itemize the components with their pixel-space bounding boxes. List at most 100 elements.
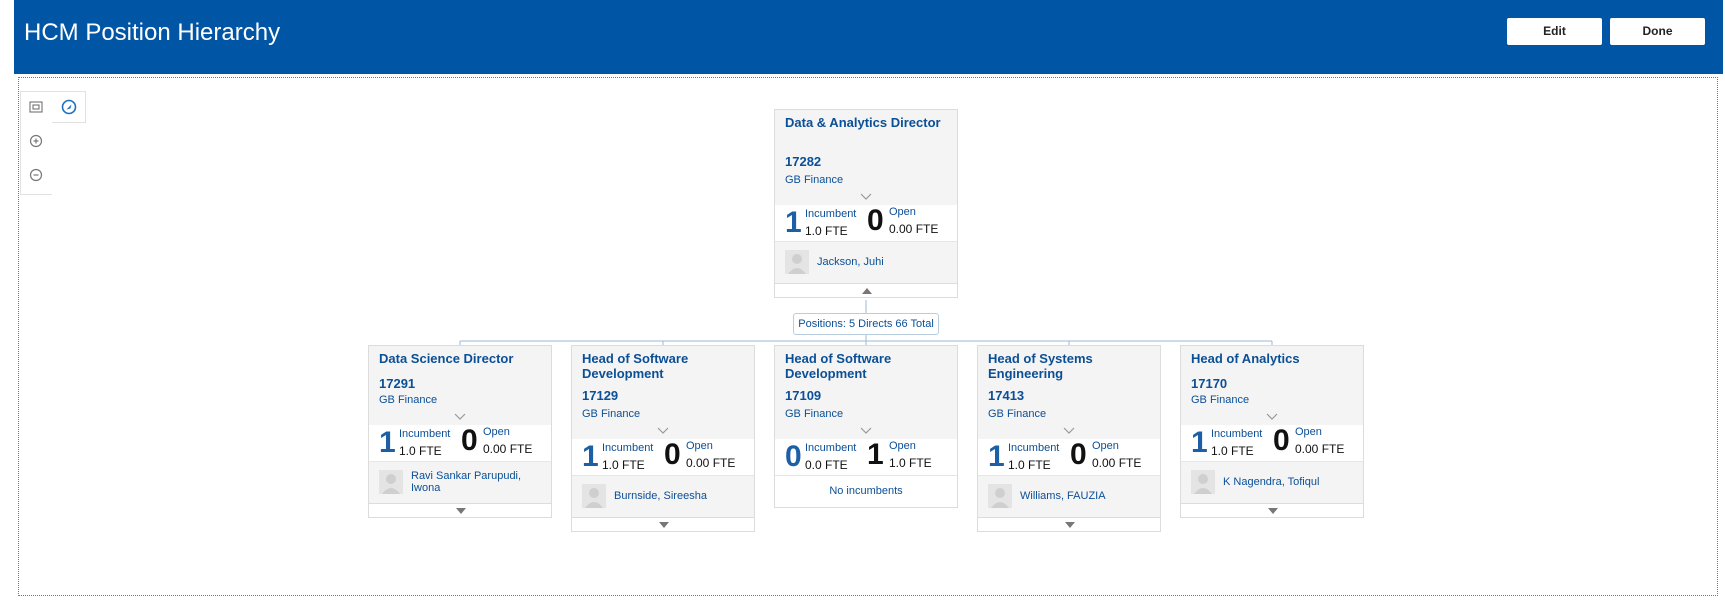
incumbent-label: Incumbent bbox=[1211, 428, 1263, 440]
incumbent-row[interactable]: Burnside, Sireesha bbox=[572, 475, 754, 517]
position-card[interactable]: Data Science Director 17291 GB Finance 1… bbox=[368, 345, 552, 518]
collapse-toggle[interactable] bbox=[775, 283, 957, 297]
incumbent-name[interactable]: Burnside, Sireesha bbox=[614, 490, 707, 502]
position-title[interactable]: Head of Systems Engineering bbox=[988, 351, 1093, 381]
fte-stats: 1 Incumbent 1.0 FTE 0 Open 0.00 FTE bbox=[1181, 425, 1363, 461]
open-fte: 0.00 FTE bbox=[686, 456, 736, 470]
incumbent-fte: 1.0 FTE bbox=[1008, 458, 1051, 472]
chevron-down-icon[interactable] bbox=[859, 426, 873, 436]
caret-down-icon[interactable] bbox=[1064, 521, 1076, 529]
incumbent-count: 1 bbox=[1191, 426, 1208, 459]
incumbent-count: 1 bbox=[785, 206, 802, 239]
fte-stats: 1 Incumbent 1.0 FTE 0 Open 0.00 FTE bbox=[572, 439, 754, 475]
open-label: Open bbox=[1092, 440, 1119, 452]
navigate-icon[interactable] bbox=[59, 97, 79, 117]
position-title[interactable]: Head of Analytics bbox=[1191, 351, 1300, 366]
department: GB Finance bbox=[582, 408, 641, 420]
incumbent-count: 1 bbox=[379, 426, 396, 459]
edit-button[interactable]: Edit bbox=[1507, 18, 1602, 45]
position-title[interactable]: Head of Software Development bbox=[582, 351, 689, 381]
incumbent-label: Incumbent bbox=[805, 442, 857, 454]
open-fte: 0.00 FTE bbox=[1092, 456, 1142, 470]
open-label: Open bbox=[1295, 426, 1322, 438]
caret-down-icon[interactable] bbox=[1267, 507, 1279, 515]
expand-toggle[interactable] bbox=[572, 517, 754, 531]
incumbent-count: 1 bbox=[582, 440, 599, 473]
open-count: 1 bbox=[867, 438, 884, 471]
open-count: 0 bbox=[461, 424, 478, 457]
incumbent-fte: 1.0 FTE bbox=[399, 444, 442, 458]
position-number[interactable]: 17129 bbox=[582, 388, 619, 403]
no-incumbents: No incumbents bbox=[775, 475, 957, 507]
page-title: HCM Position Hierarchy bbox=[24, 19, 281, 46]
root-position-card[interactable]: Data & Analytics Director 17282 GB Finan… bbox=[774, 109, 958, 298]
done-button[interactable]: Done bbox=[1610, 18, 1705, 45]
fte-stats: 0 Incumbent 0.0 FTE 1 Open 1.0 FTE bbox=[775, 439, 957, 475]
open-count: 0 bbox=[1070, 438, 1087, 471]
chevron-down-icon[interactable] bbox=[1062, 426, 1076, 436]
incumbent-label: Incumbent bbox=[805, 208, 857, 220]
position-title[interactable]: Head of Software Development bbox=[785, 351, 892, 381]
incumbent-row[interactable]: K Nagendra, Tofiqul bbox=[1181, 461, 1363, 503]
expand-toggle[interactable] bbox=[978, 517, 1160, 531]
department: GB Finance bbox=[379, 394, 438, 406]
avatar bbox=[988, 484, 1012, 508]
hierarchy-canvas[interactable] bbox=[18, 77, 1718, 596]
caret-down-icon[interactable] bbox=[455, 507, 467, 515]
incumbent-name[interactable]: Jackson, Juhi bbox=[817, 256, 884, 268]
open-fte: 0.00 FTE bbox=[483, 442, 533, 456]
position-card[interactable]: Head of Software Development 17129 GB Fi… bbox=[571, 345, 755, 532]
open-label: Open bbox=[686, 440, 713, 452]
department: GB Finance bbox=[785, 408, 844, 420]
fte-stats: 1 Incumbent 1.0 FTE 0 Open 0.00 FTE bbox=[369, 425, 551, 461]
position-number[interactable]: 17413 bbox=[988, 388, 1025, 403]
department: GB Finance bbox=[1191, 394, 1250, 406]
incumbent-fte: 1.0 FTE bbox=[1211, 444, 1254, 458]
avatar bbox=[1191, 470, 1215, 494]
incumbent-row[interactable]: Ravi Sankar Parupudi, Iwona bbox=[369, 461, 551, 503]
caret-down-icon[interactable] bbox=[658, 521, 670, 529]
position-title[interactable]: Data Science Director bbox=[379, 351, 514, 366]
position-card[interactable]: Head of Analytics 17170 GB Finance 1 Inc… bbox=[1180, 345, 1364, 518]
position-title[interactable]: Data & Analytics Director bbox=[785, 115, 941, 130]
open-fte: 0.00 FTE bbox=[889, 222, 939, 236]
position-number[interactable]: 17282 bbox=[785, 154, 822, 169]
positions-summary[interactable]: Positions: 5 Directs 66 Total bbox=[793, 313, 939, 335]
department: GB Finance bbox=[988, 408, 1047, 420]
incumbent-row[interactable]: Jackson, Juhi bbox=[775, 241, 957, 283]
chevron-down-icon[interactable] bbox=[1265, 412, 1279, 422]
incumbent-count: 0 bbox=[785, 440, 802, 473]
app-header: HCM Position Hierarchy Edit Done bbox=[14, 0, 1723, 74]
incumbent-fte: 1.0 FTE bbox=[602, 458, 645, 472]
chevron-down-icon[interactable] bbox=[859, 192, 873, 202]
incumbent-row[interactable]: Williams, FAUZIA bbox=[978, 475, 1160, 517]
avatar bbox=[582, 484, 606, 508]
expand-toggle[interactable] bbox=[1181, 503, 1363, 517]
incumbent-name[interactable]: Ravi Sankar Parupudi, Iwona bbox=[411, 470, 522, 494]
expand-toggle[interactable] bbox=[369, 503, 551, 517]
position-number[interactable]: 17291 bbox=[379, 376, 416, 391]
zoom-out-icon[interactable] bbox=[26, 165, 46, 185]
incumbent-name[interactable]: Williams, FAUZIA bbox=[1020, 490, 1106, 502]
open-count: 0 bbox=[1273, 424, 1290, 457]
department: GB Finance bbox=[785, 174, 844, 186]
position-number[interactable]: 17170 bbox=[1191, 376, 1228, 391]
incumbent-fte: 1.0 FTE bbox=[805, 224, 848, 238]
avatar bbox=[379, 470, 403, 494]
avatar bbox=[785, 250, 809, 274]
incumbent-label: Incumbent bbox=[1008, 442, 1060, 454]
open-fte: 1.0 FTE bbox=[889, 456, 932, 470]
caret-up-icon[interactable] bbox=[861, 287, 873, 295]
incumbent-fte: 0.0 FTE bbox=[805, 458, 848, 472]
chevron-down-icon[interactable] bbox=[656, 426, 670, 436]
position-card[interactable]: Head of Systems Engineering 17413 GB Fin… bbox=[977, 345, 1161, 532]
incumbent-label: Incumbent bbox=[602, 442, 654, 454]
position-number[interactable]: 17109 bbox=[785, 388, 822, 403]
incumbent-label: Incumbent bbox=[399, 428, 451, 440]
open-label: Open bbox=[889, 206, 916, 218]
position-card[interactable]: Head of Software Development 17109 GB Fi… bbox=[774, 345, 958, 508]
zoom-in-icon[interactable] bbox=[26, 131, 46, 151]
incumbent-name[interactable]: K Nagendra, Tofiqul bbox=[1223, 476, 1320, 488]
fit-icon[interactable] bbox=[26, 97, 46, 117]
chevron-down-icon[interactable] bbox=[453, 412, 467, 422]
